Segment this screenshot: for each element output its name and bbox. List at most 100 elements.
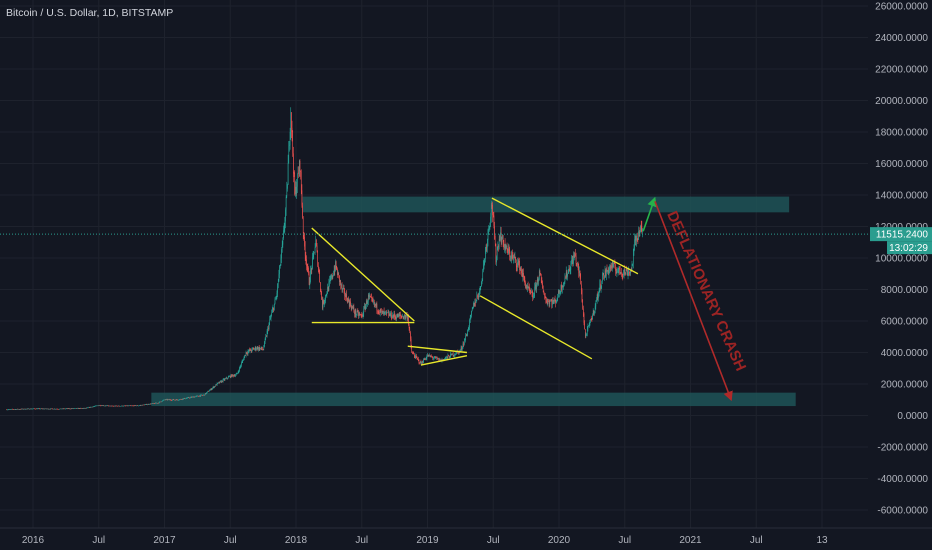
candle-body — [402, 316, 403, 318]
time-tick-label: 2017 — [153, 535, 176, 546]
candle-body — [635, 235, 637, 241]
candle-body — [173, 399, 175, 400]
candle-body — [521, 273, 523, 277]
candle-body — [602, 275, 603, 282]
candle-body — [450, 353, 452, 355]
candle-body — [553, 301, 555, 303]
candle-body — [491, 204, 493, 206]
candle-body — [37, 408, 39, 410]
candle-body — [534, 286, 535, 296]
candle-body — [164, 399, 165, 401]
candle-body — [401, 316, 403, 318]
candle-body — [214, 386, 215, 388]
candle-body — [552, 299, 554, 303]
candle-body — [243, 360, 244, 361]
candle-body — [310, 268, 312, 271]
candle-body — [462, 347, 463, 349]
candle-body — [60, 408, 62, 410]
candle-body — [208, 391, 209, 392]
candle-body — [214, 386, 216, 387]
candle-body — [153, 403, 155, 404]
candle-body — [323, 300, 324, 304]
candle-body — [155, 402, 157, 404]
candle-body — [483, 264, 484, 271]
candle-body — [145, 404, 146, 405]
candle-body — [91, 406, 92, 408]
candle-body — [579, 270, 581, 278]
candle-body — [535, 284, 537, 289]
candle-body — [547, 300, 549, 305]
candle-body — [231, 374, 233, 377]
candle-body — [387, 312, 389, 314]
candle-body — [358, 314, 360, 316]
candle-body — [133, 405, 134, 407]
candle-body — [371, 297, 372, 299]
candle-body — [24, 408, 25, 410]
candle-body — [312, 257, 313, 269]
candle-body — [210, 388, 211, 390]
trendline[interactable] — [491, 197, 639, 275]
candle-body — [250, 349, 251, 351]
candle-body — [381, 310, 382, 312]
candle-body — [35, 408, 36, 410]
candle-body — [294, 173, 295, 194]
candle-body — [298, 160, 300, 174]
candle-body — [223, 379, 224, 380]
candle-body — [596, 299, 597, 302]
candle-body — [383, 311, 384, 315]
candle-body — [92, 406, 94, 408]
candle-body — [86, 407, 88, 409]
candle-body — [201, 394, 203, 396]
candle-body — [247, 351, 249, 354]
candle-body — [481, 281, 482, 287]
candle-body — [96, 405, 98, 407]
candle-body — [622, 274, 624, 276]
candle-body — [161, 401, 163, 402]
trendline[interactable] — [407, 345, 468, 354]
candle-body — [576, 263, 578, 264]
candle-body — [139, 405, 140, 406]
trendline[interactable] — [420, 354, 468, 366]
candle-body — [595, 301, 597, 307]
candle-body — [27, 408, 29, 410]
candle-body — [452, 353, 454, 357]
candle-body — [101, 405, 102, 407]
candle-body — [8, 409, 9, 411]
candle-body — [170, 399, 171, 401]
candle-body — [206, 392, 207, 394]
candle-body — [160, 401, 162, 403]
candle-body — [52, 408, 54, 410]
candle-body — [318, 268, 320, 273]
candle-body — [625, 269, 627, 275]
candle-body — [100, 405, 102, 407]
candle-body — [12, 409, 14, 410]
time-axis[interactable]: 2016 Jul 2017 Jul 2018 Jul 2019 Jul 2020 Jul 2021 J… — [0, 527, 932, 546]
candle-body — [536, 282, 537, 289]
candle-body — [331, 274, 333, 278]
candle-body — [166, 399, 168, 401]
candle-body — [426, 356, 428, 359]
trendline[interactable] — [311, 227, 415, 322]
candle-body — [6, 409, 7, 411]
candle-body — [371, 298, 373, 300]
candle-body — [263, 346, 265, 350]
candle-body — [330, 278, 332, 280]
candle-body — [389, 314, 390, 316]
price-tick-label: 18000.0000 — [875, 128, 928, 139]
candle-body — [454, 354, 455, 356]
candle-body — [372, 299, 374, 302]
candle-body — [80, 408, 82, 409]
candle-body — [222, 379, 224, 382]
candle-body — [212, 387, 213, 389]
candle-body — [35, 408, 37, 410]
candle-body — [168, 399, 170, 400]
candle-body — [616, 271, 618, 274]
candle-body — [308, 267, 309, 274]
trendline[interactable] — [479, 295, 593, 360]
grid — [0, 0, 868, 528]
candle-body — [546, 300, 547, 303]
time-tick-label: 2020 — [548, 535, 571, 546]
candle-body — [95, 405, 96, 407]
candle-body — [500, 232, 501, 240]
